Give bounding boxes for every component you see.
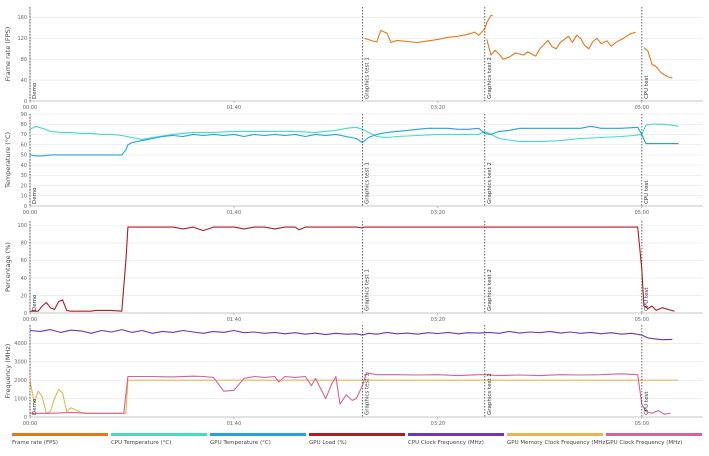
x-tick-label: 05:00 <box>635 105 649 111</box>
x-tick-label: 01:40 <box>227 210 241 216</box>
legend-swatch <box>210 433 306 436</box>
y-tick-label: 3000 <box>14 360 27 366</box>
x-tick-label: 03:20 <box>431 105 445 111</box>
legend-swatch <box>408 433 504 436</box>
y-tick-label: 40 <box>21 163 27 169</box>
test-marker-label: Graphics test 1 <box>364 57 370 99</box>
test-marker-label: Graphics test 2 <box>487 269 493 311</box>
y-tick-label: 60 <box>21 142 27 148</box>
series-line <box>486 31 636 60</box>
y-tick-label: 70 <box>21 132 27 138</box>
test-marker-label: CPU test <box>644 391 650 415</box>
test-marker-label: Demo <box>32 82 38 99</box>
legend: Frame rate (FPS) CPU Temperature (°C) GPU … <box>12 433 702 446</box>
y-tick-label: 30 <box>21 173 27 179</box>
x-tick-label: 00:00 <box>23 210 37 216</box>
legend-swatch <box>507 433 603 436</box>
test-marker-label: Demo <box>32 294 38 311</box>
legend-item-label: CPU Temperature (°C) <box>111 440 171 446</box>
series-line <box>30 372 671 415</box>
y-tick-label: 50 <box>21 153 27 159</box>
legend-swatch <box>12 433 108 436</box>
y-tick-label: 4000 <box>14 341 27 347</box>
legend-item-label: CPU Clock Frequency (MHz) <box>408 440 484 446</box>
test-marker-label: Graphics test 1 <box>364 269 370 311</box>
legend-swatch <box>606 433 702 436</box>
y-axis-label: Frame rate (FPS) <box>4 27 12 81</box>
legend-swatch <box>309 433 405 436</box>
test-marker-label: Demo <box>32 398 38 415</box>
y-tick-label: 0 <box>24 311 27 317</box>
y-tick-label: 20 <box>21 293 27 299</box>
legend-item-label: GPU Clock Frequency (MHz) <box>606 440 682 446</box>
x-tick-label: 00:00 <box>23 105 37 111</box>
y-tick-label: 160 <box>17 15 27 21</box>
y-tick-label: 10 <box>21 194 27 200</box>
y-axis-label: Percentage (%) <box>4 242 12 292</box>
test-marker-label: Graphics test 2 <box>487 57 493 99</box>
series-line <box>29 329 673 341</box>
chart-panel-3: 0 1000 2000 3000 4000 00:00 01:40 03:20 05:00 Fre… <box>4 325 703 427</box>
y-tick-label: 60 <box>21 258 27 264</box>
y-tick-label: 0 <box>24 415 27 421</box>
test-marker-label: Graphics test 1 <box>364 373 370 415</box>
series-line <box>364 14 494 44</box>
x-tick-label: 05:00 <box>635 421 649 427</box>
y-tick-label: 40 <box>21 276 27 282</box>
legend-item-label: GPU Temperature (°C) <box>210 440 271 446</box>
legend-item-label: Frame rate (FPS) <box>12 440 58 446</box>
y-tick-label: 80 <box>21 241 27 247</box>
test-marker-label: Graphics test 1 <box>364 162 370 204</box>
y-tick-label: 80 <box>21 122 27 128</box>
y-tick-label: 100 <box>17 223 27 229</box>
test-marker-label: CPU test <box>644 75 650 99</box>
x-tick-label: 01:40 <box>227 317 241 323</box>
y-tick-label: 80 <box>21 57 27 63</box>
x-tick-label: 05:00 <box>635 210 649 216</box>
series-line <box>29 125 679 157</box>
legend-item-label: GPU Memory Clock Frequency (MHz) <box>507 440 607 446</box>
y-tick-label: 1000 <box>14 396 27 402</box>
test-marker-label: CPU test <box>644 180 650 204</box>
chart-panel-0: 0 40 80 120 160 00:00 01:40 03:20 05:00 Frame rat… <box>4 7 703 111</box>
chart-panel-2: 0 20 40 60 80 100 00:00 01:40 03:20 05:00 Percenta… <box>4 221 703 323</box>
x-tick-label: 05:00 <box>635 317 649 323</box>
y-axis-label: Frequency (MHz) <box>4 344 12 399</box>
x-tick-label: 03:20 <box>431 317 445 323</box>
y-axis-label: Temperature (°C) <box>4 132 12 189</box>
legend-swatch <box>111 433 207 436</box>
y-tick-label: 120 <box>17 36 27 42</box>
series-line <box>643 47 673 79</box>
y-tick-label: 90 <box>21 112 27 118</box>
x-tick-label: 00:00 <box>23 421 37 427</box>
y-tick-label: 20 <box>21 183 27 189</box>
y-tick-label: 0 <box>24 204 27 210</box>
test-marker-label: Demo <box>32 187 38 204</box>
x-tick-label: 00:00 <box>23 317 37 323</box>
test-marker-label: CPU test <box>644 287 650 311</box>
chart-panel-1: 0 10 20 30 40 50 60 70 80 90 00:00 01:40 03:20 05:00 T… <box>4 112 703 216</box>
series-line <box>30 226 675 312</box>
x-tick-label: 03:20 <box>431 421 445 427</box>
x-tick-label: 03:20 <box>431 210 445 216</box>
x-tick-label: 01:40 <box>227 105 241 111</box>
test-marker-label: Graphics test 2 <box>487 373 493 415</box>
test-marker-label: Graphics test 2 <box>487 162 493 204</box>
y-tick-label: 2000 <box>14 378 27 384</box>
legend-item-label: GPU Load (%) <box>309 440 347 446</box>
x-tick-label: 01:40 <box>227 421 241 427</box>
y-tick-label: 40 <box>21 78 27 84</box>
y-tick-label: 0 <box>24 99 27 105</box>
series-line <box>29 123 679 143</box>
